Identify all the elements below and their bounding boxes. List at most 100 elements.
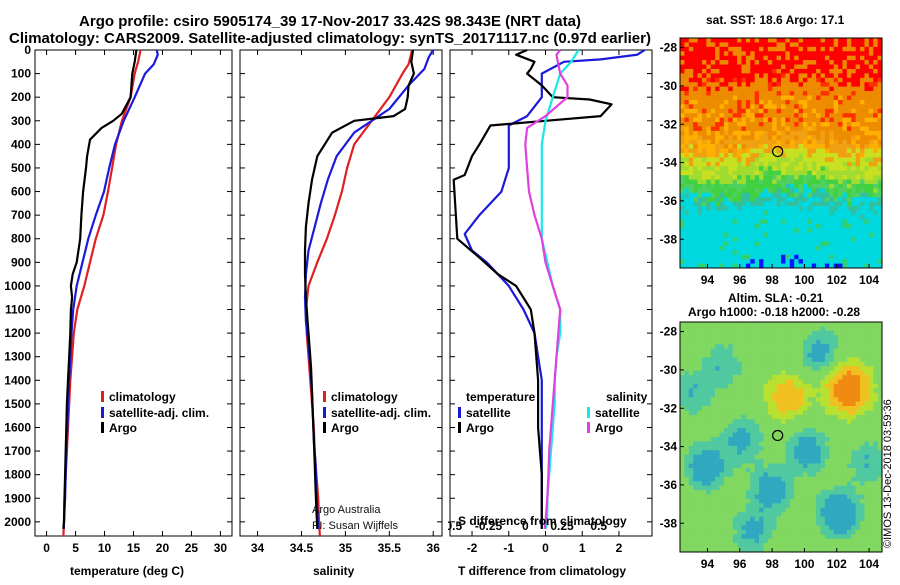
sst-map-cell: [680, 96, 685, 101]
sst-map-cell: [693, 109, 698, 114]
sla-map-cell: [790, 512, 795, 517]
sla-map-cell: [803, 340, 808, 345]
sla-map-cell: [799, 464, 804, 469]
sla-map-cell: [781, 543, 786, 548]
sst-map-cell: [759, 42, 764, 47]
sla-map-cell: [807, 428, 812, 433]
sla-map-cell: [834, 371, 839, 376]
sst-map-cell: [763, 113, 768, 118]
sla-map-cell: [777, 464, 782, 469]
sst-map-cell: [842, 144, 847, 149]
sst-map-cell: [812, 82, 817, 87]
sla-map-cell: [812, 441, 817, 446]
sst-map-cell: [715, 224, 720, 229]
sla-map-cell: [777, 340, 782, 345]
sst-map-cell: [698, 131, 703, 136]
sla-map-cell: [851, 384, 856, 389]
sst-map-cell: [741, 184, 746, 189]
sla-map-cell: [860, 384, 865, 389]
sla-map-cell: [864, 468, 869, 473]
sla-map-cell: [860, 326, 865, 331]
sst-map-cell: [737, 100, 742, 105]
sla-map-cell: [869, 459, 874, 464]
sst-map-cell: [724, 202, 729, 207]
sla-map-cell: [816, 406, 821, 411]
sla-map-cell: [711, 464, 716, 469]
sla-map-cell: [702, 433, 707, 438]
sla-map-cell: [733, 375, 738, 380]
sla-map-cell: [785, 495, 790, 500]
sst-map-cell: [873, 157, 878, 162]
sst-map-cell: [750, 193, 755, 198]
sla-map-cell: [842, 388, 847, 393]
sst-map-cell: [772, 82, 777, 87]
sst-map-cell: [864, 78, 869, 83]
sla-map-cell: [737, 433, 742, 438]
sla-map-cell: [720, 534, 725, 539]
sst-map-cell: [689, 96, 694, 101]
sst-map-cell: [715, 246, 720, 251]
sla-map-cell: [838, 424, 843, 429]
sst-map-cell: [834, 157, 839, 162]
sla-map-cell: [842, 428, 847, 433]
sla-map-cell: [864, 388, 869, 393]
sst-map-cell: [803, 255, 808, 260]
sla-map-cell: [834, 441, 839, 446]
sla-map-cell: [781, 349, 786, 354]
sst-map-cell: [759, 96, 764, 101]
sla-map-cell: [680, 424, 685, 429]
sla-map-cell: [724, 446, 729, 451]
sst-map-cell: [750, 56, 755, 61]
sla-map-cell: [746, 508, 751, 513]
sst-map-cell: [781, 131, 786, 136]
sla-map-cell: [772, 371, 777, 376]
sla-map-cell: [842, 490, 847, 495]
sla-map-cell: [689, 486, 694, 491]
sst-map-cell: [807, 73, 812, 78]
sst-map-cell: [777, 100, 782, 105]
sla-map-cell: [829, 335, 834, 340]
sla-map-cell: [768, 534, 773, 539]
sst-map-cell: [750, 47, 755, 52]
sst-map-cell: [821, 140, 826, 145]
sst-map-cell: [856, 56, 861, 61]
sla-map-cell: [750, 481, 755, 486]
sst-map-cell: [706, 69, 711, 74]
sst-map-cell: [821, 96, 826, 101]
sla-map-cell: [829, 437, 834, 442]
sst-map-cell: [755, 135, 760, 140]
sst-map-cell: [785, 246, 790, 251]
sst-map-cell: [741, 109, 746, 114]
sla-map-cell: [807, 521, 812, 526]
sst-map-cell: [785, 113, 790, 118]
sst-map-cell: [838, 149, 843, 154]
sst-map-cell: [724, 144, 729, 149]
sst-map-cell: [869, 42, 874, 47]
sla-map-cell: [684, 530, 689, 535]
sst-map-cell: [864, 215, 869, 220]
sla-map-cell: [834, 340, 839, 345]
sla-map-cell: [821, 472, 826, 477]
sla-map-cell: [724, 499, 729, 504]
sla-map-cell: [684, 433, 689, 438]
sla-map-cell: [807, 322, 812, 327]
sla-map-cell: [693, 406, 698, 411]
sla-map-cell: [755, 415, 760, 420]
sla-map-cell: [869, 406, 874, 411]
sst-map-cell: [825, 60, 830, 65]
sla-map-cell: [741, 441, 746, 446]
sla-map-cell: [847, 450, 852, 455]
sst-map-cell: [812, 237, 817, 242]
sst-map-cell: [755, 175, 760, 180]
sla-map-cell: [847, 357, 852, 362]
sst-map-cell: [746, 233, 751, 238]
sla-map-cell: [869, 349, 874, 354]
sst-map-cell: [772, 233, 777, 238]
sst-map-cell: [728, 100, 733, 105]
sla-map-cell: [838, 468, 843, 473]
sla-map-cell: [803, 508, 808, 513]
sst-map-cell: [842, 96, 847, 101]
sst-map-cell: [812, 255, 817, 260]
sla-map-cell: [755, 464, 760, 469]
sla-map-cell: [856, 357, 861, 362]
